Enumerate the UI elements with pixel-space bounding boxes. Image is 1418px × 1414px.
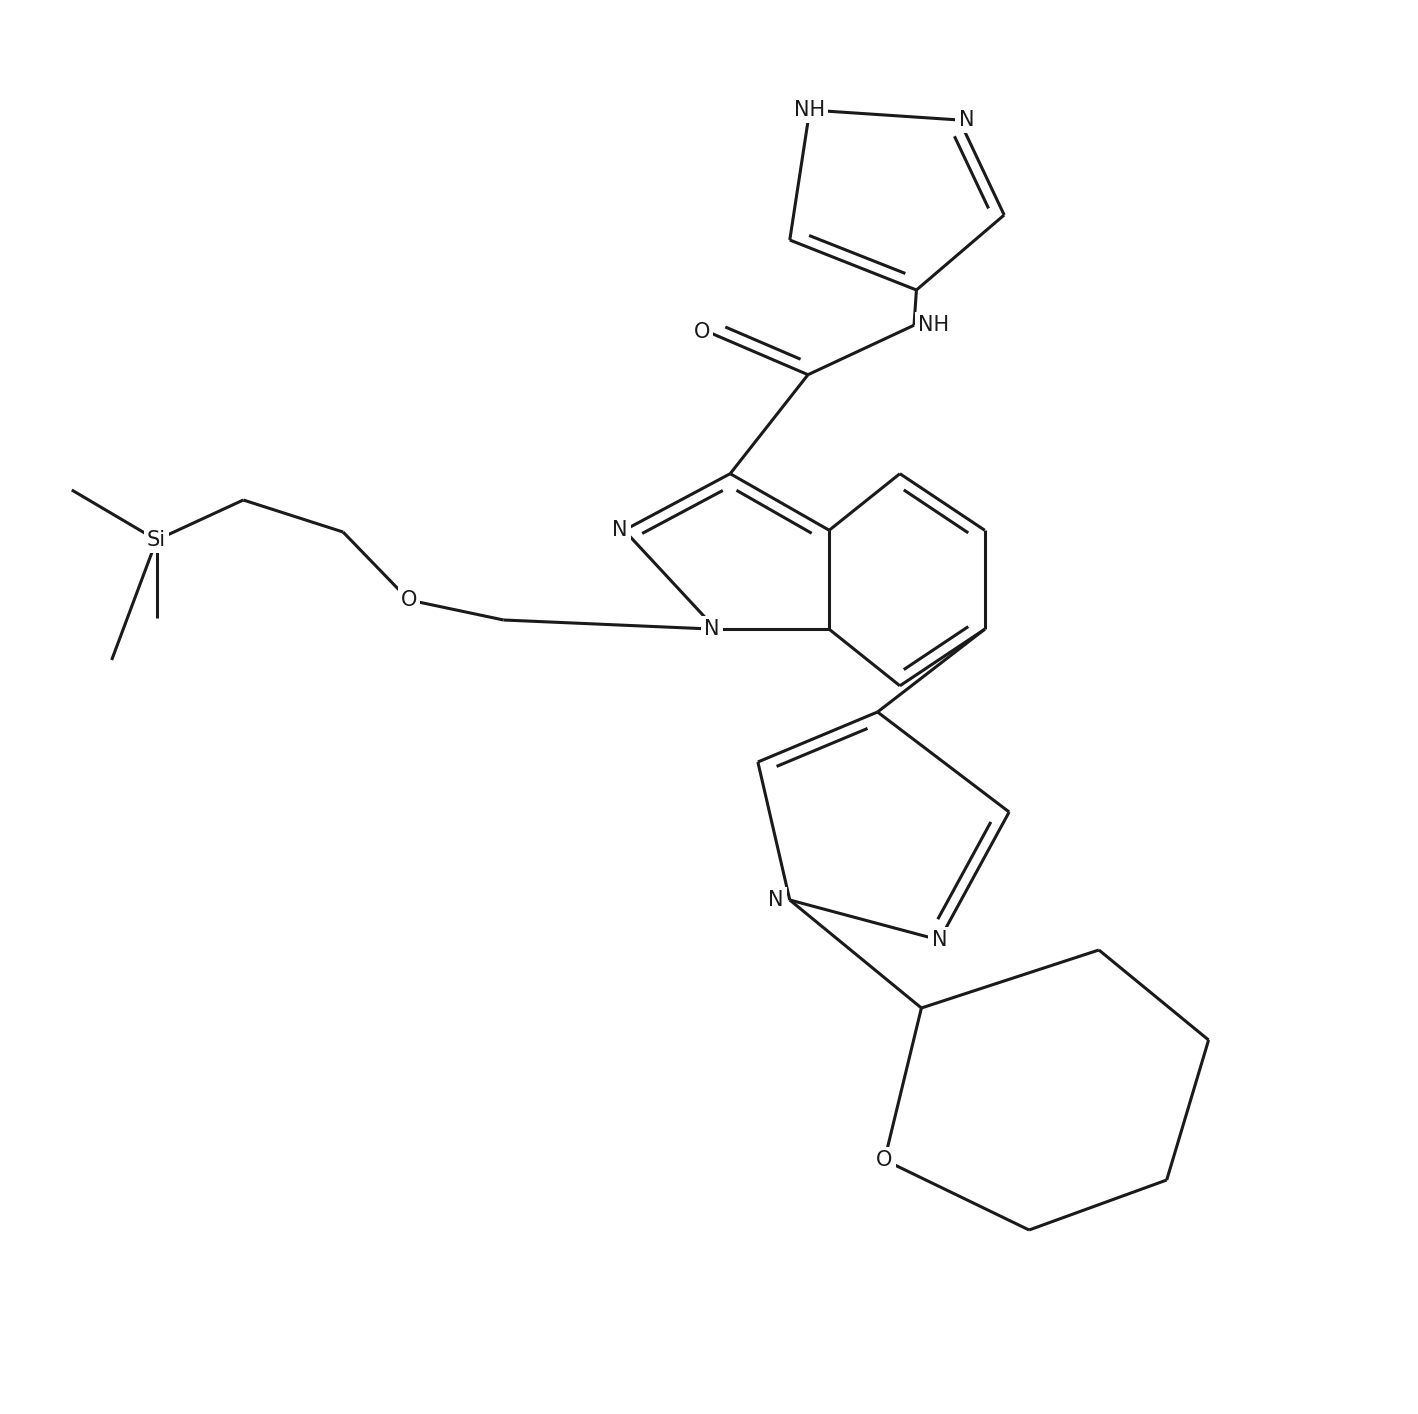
Text: O: O (876, 1150, 893, 1169)
Text: N: N (705, 619, 719, 639)
Text: O: O (401, 590, 417, 609)
Text: N: N (613, 520, 628, 540)
Text: O: O (693, 322, 710, 342)
Text: Si: Si (147, 530, 166, 550)
Text: N: N (959, 110, 974, 130)
Text: N: N (932, 930, 947, 950)
Text: N: N (769, 889, 783, 911)
Text: NH: NH (919, 315, 950, 335)
Text: NH: NH (794, 100, 825, 120)
